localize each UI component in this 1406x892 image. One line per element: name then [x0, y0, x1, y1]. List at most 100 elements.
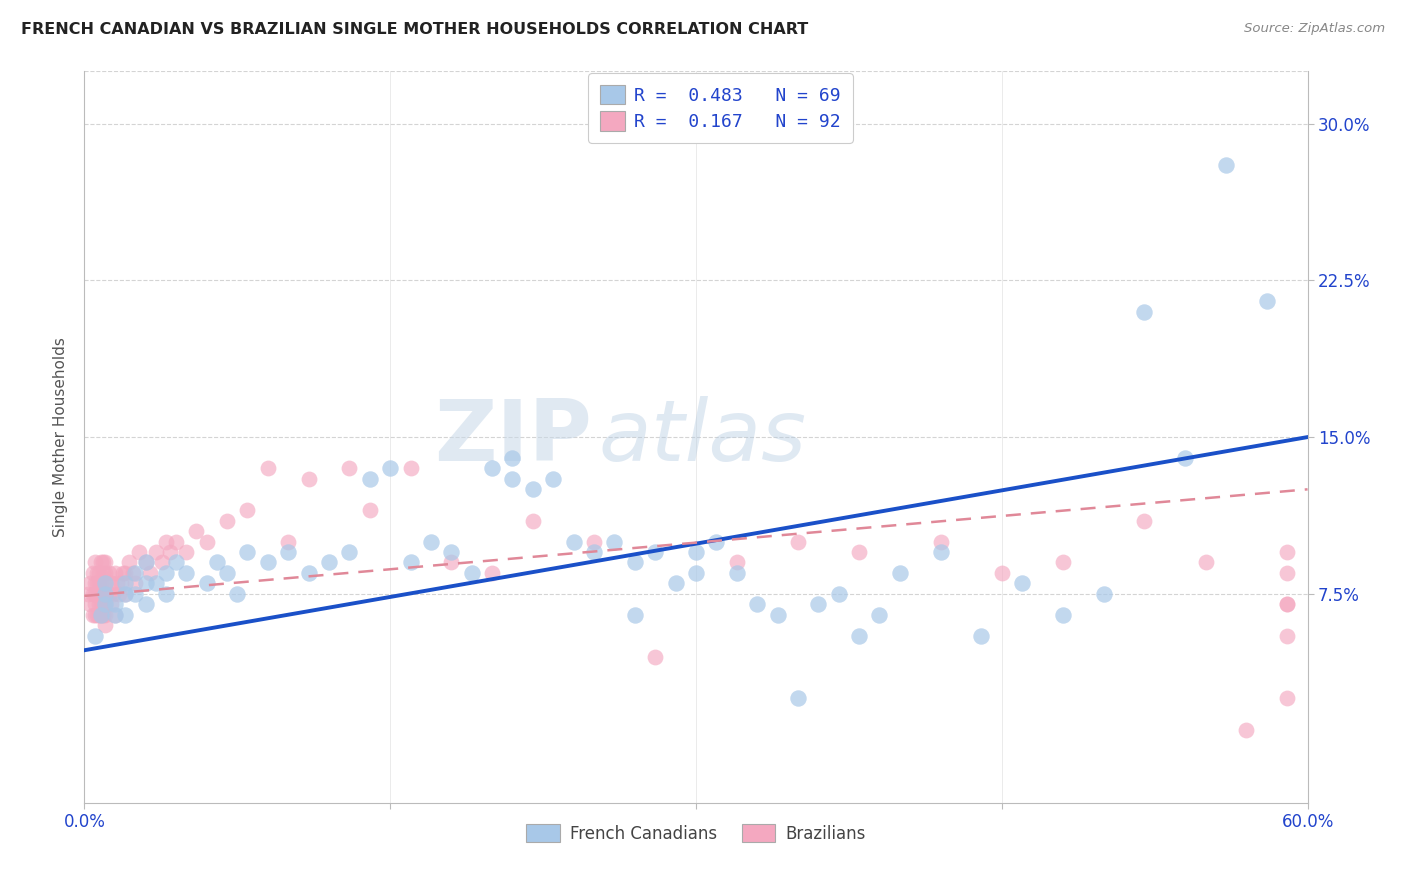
- Point: [502, 450, 524, 465]
- Point: [624, 556, 647, 570]
- Point: [118, 556, 141, 570]
- Point: [522, 514, 544, 528]
- Point: [114, 576, 136, 591]
- Point: [93, 556, 115, 570]
- Point: [420, 534, 443, 549]
- Point: [766, 607, 789, 622]
- Point: [217, 566, 239, 580]
- Point: [1215, 158, 1237, 172]
- Point: [725, 556, 748, 570]
- Point: [543, 472, 565, 486]
- Point: [93, 576, 115, 591]
- Point: [828, 587, 851, 601]
- Point: [110, 576, 132, 591]
- Point: [93, 607, 115, 622]
- Point: [970, 629, 993, 643]
- Point: [82, 566, 104, 580]
- Point: [86, 576, 108, 591]
- Point: [86, 607, 108, 622]
- Point: [93, 587, 115, 601]
- Point: [91, 556, 114, 570]
- Point: [339, 461, 361, 475]
- Point: [318, 556, 340, 570]
- Point: [481, 566, 503, 580]
- Point: [87, 566, 110, 580]
- Point: [217, 514, 239, 528]
- Point: [380, 461, 402, 475]
- Point: [83, 607, 105, 622]
- Point: [104, 607, 127, 622]
- Point: [1011, 576, 1033, 591]
- Point: [1277, 691, 1299, 706]
- Point: [108, 587, 131, 601]
- Point: [138, 566, 160, 580]
- Text: Source: ZipAtlas.com: Source: ZipAtlas.com: [1244, 22, 1385, 36]
- Point: [100, 576, 122, 591]
- Point: [83, 576, 105, 591]
- Point: [1277, 597, 1299, 611]
- Point: [124, 587, 146, 601]
- Y-axis label: Single Mother Households: Single Mother Households: [53, 337, 69, 537]
- Point: [114, 607, 136, 622]
- Point: [848, 629, 870, 643]
- Point: [257, 461, 280, 475]
- Point: [226, 587, 249, 601]
- Point: [1133, 304, 1156, 318]
- Point: [128, 545, 150, 559]
- Point: [135, 556, 157, 570]
- Point: [869, 607, 891, 622]
- Point: [583, 534, 606, 549]
- Point: [83, 587, 105, 601]
- Point: [236, 545, 259, 559]
- Point: [1277, 597, 1299, 611]
- Point: [1133, 514, 1156, 528]
- Point: [848, 545, 870, 559]
- Point: [112, 566, 135, 580]
- Point: [399, 556, 422, 570]
- Point: [114, 566, 136, 580]
- Legend: French Canadians, Brazilians: French Canadians, Brazilians: [520, 817, 872, 849]
- Point: [91, 597, 114, 611]
- Point: [481, 461, 503, 475]
- Point: [91, 566, 114, 580]
- Point: [787, 534, 810, 549]
- Point: [174, 566, 197, 580]
- Point: [889, 566, 911, 580]
- Point: [159, 545, 181, 559]
- Point: [114, 587, 136, 601]
- Point: [583, 545, 606, 559]
- Point: [440, 545, 463, 559]
- Point: [991, 566, 1014, 580]
- Point: [359, 472, 381, 486]
- Point: [91, 587, 114, 601]
- Point: [339, 545, 361, 559]
- Point: [79, 576, 101, 591]
- Point: [93, 576, 115, 591]
- Point: [186, 524, 208, 538]
- Point: [150, 556, 173, 570]
- Point: [399, 461, 422, 475]
- Point: [725, 566, 748, 580]
- Point: [90, 607, 112, 622]
- Point: [79, 597, 101, 611]
- Text: FRENCH CANADIAN VS BRAZILIAN SINGLE MOTHER HOUSEHOLDS CORRELATION CHART: FRENCH CANADIAN VS BRAZILIAN SINGLE MOTH…: [21, 22, 808, 37]
- Point: [87, 576, 110, 591]
- Point: [685, 545, 707, 559]
- Point: [807, 597, 830, 611]
- Point: [83, 597, 105, 611]
- Point: [562, 534, 585, 549]
- Point: [624, 607, 647, 622]
- Point: [1277, 545, 1299, 559]
- Point: [93, 618, 115, 632]
- Point: [440, 556, 463, 570]
- Point: [90, 576, 112, 591]
- Point: [1052, 607, 1074, 622]
- Point: [100, 597, 122, 611]
- Point: [93, 597, 115, 611]
- Point: [1174, 450, 1197, 465]
- Point: [104, 607, 127, 622]
- Point: [195, 576, 218, 591]
- Point: [104, 597, 127, 611]
- Point: [114, 587, 136, 601]
- Point: [77, 587, 100, 601]
